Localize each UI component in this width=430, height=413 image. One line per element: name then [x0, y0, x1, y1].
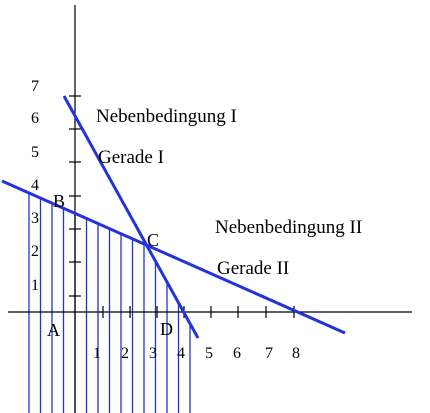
x-tick-4: 4 — [177, 345, 185, 362]
x-tick-3: 3 — [149, 345, 157, 362]
point-c-label: C — [147, 230, 159, 250]
point-b-label: B — [53, 191, 65, 211]
x-tick-1: 1 — [93, 345, 101, 362]
y-tick-7: 7 — [31, 78, 39, 95]
gerade-1-label: Gerade I — [98, 147, 164, 168]
y-tick-3: 3 — [31, 210, 39, 227]
x-tick-8: 8 — [292, 345, 300, 362]
x-tick-5: 5 — [205, 345, 213, 362]
y-tick-6: 6 — [31, 110, 39, 127]
y-tick-5: 5 — [31, 144, 39, 161]
nebenbedingung-1-label: Nebenbedingung I — [96, 106, 237, 127]
axis-ticks — [69, 96, 294, 318]
feasible-region-hatching — [29, 193, 190, 413]
gerade-2-label: Gerade II — [217, 258, 289, 279]
nebenbedingung-2-label: Nebenbedingung II — [215, 217, 362, 238]
y-tick-4: 4 — [31, 177, 39, 194]
x-tick-6: 6 — [233, 345, 241, 362]
point-d-label: D — [160, 319, 173, 339]
y-tick-1: 1 — [31, 277, 39, 294]
x-tick-2: 2 — [121, 345, 129, 362]
y-tick-2: 2 — [31, 243, 39, 260]
x-tick-7: 7 — [265, 345, 273, 362]
point-a-label: A — [47, 320, 60, 340]
